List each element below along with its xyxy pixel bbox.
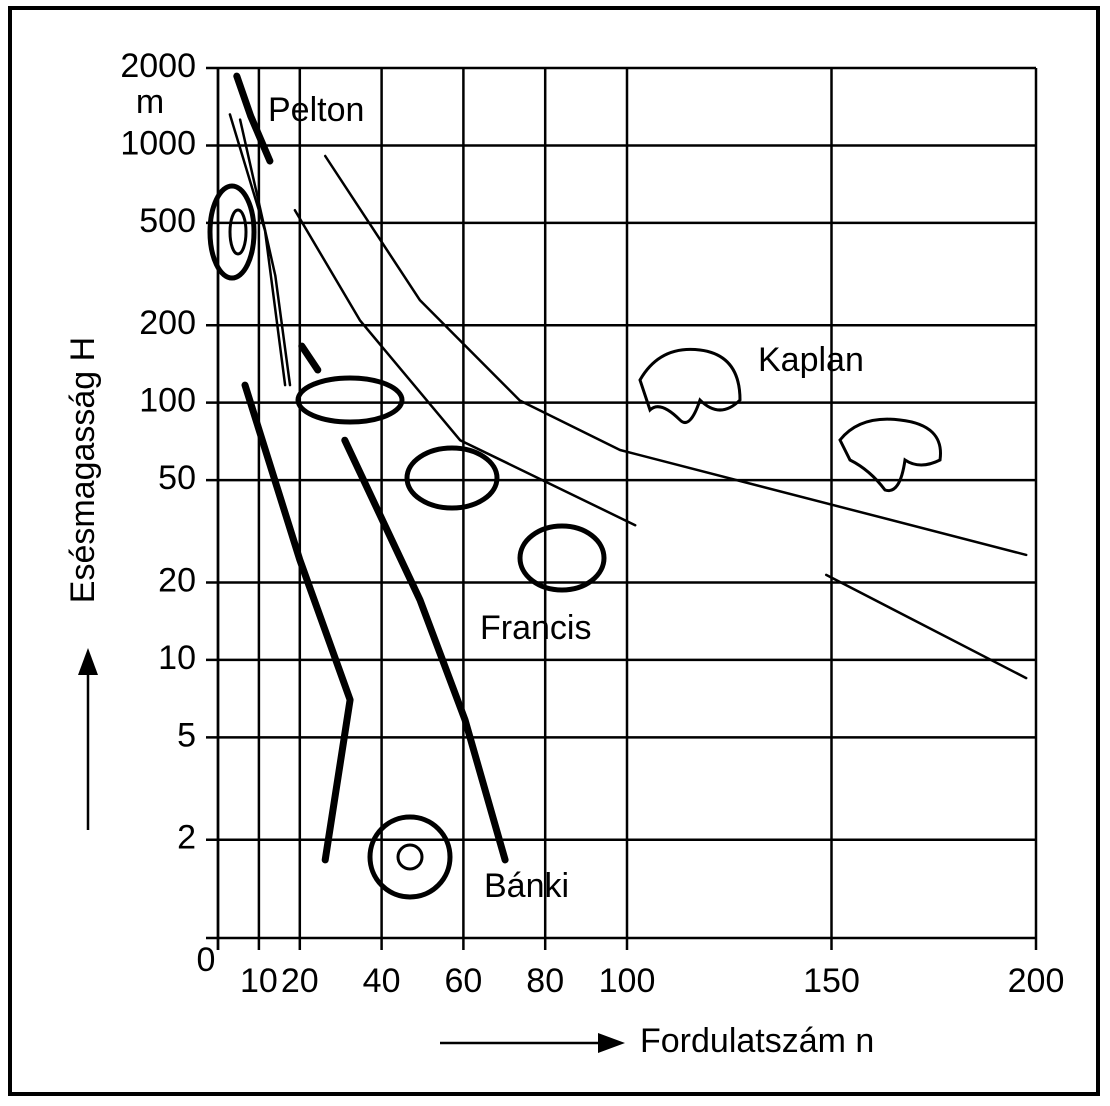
y-tick-label: 5 [177,716,196,754]
y-tick-label: 500 [139,202,196,240]
y-tick-label: 2 [177,819,196,857]
y-unit: m [136,83,164,121]
x-tick-label: 60 [444,962,482,1000]
x-tick-label: 20 [281,962,319,1000]
x-tick-label: 200 [1008,962,1065,1000]
y-tick-label: 10 [158,639,196,677]
x-tick-label: 80 [526,962,564,1000]
x-axis-title: Fordulatszám n [640,1022,874,1060]
x-tick-label: 40 [363,962,401,1000]
y-tick-label: 20 [158,561,196,599]
y-tick-label: 100 [139,382,196,420]
x-tick-label: 100 [599,962,656,1000]
region-label: Francis [480,609,591,647]
x-tick-label: 10 [240,962,278,1000]
y-axis-title: Esésmagasság H [64,337,102,603]
region-label: Kaplan [758,341,864,379]
x-tick-label: 150 [803,962,860,1000]
y-tick-label: 200 [139,304,196,342]
y-tick-label: 2000 [120,47,196,85]
y-tick-label: 1000 [120,124,196,162]
region-label: Pelton [268,91,364,129]
region-label: Bánki [484,867,569,905]
y-tick-label: 50 [158,459,196,497]
chart: Esésmagasság H m Fordulatszám n 25102050… [0,0,1110,1101]
frame [10,8,1098,1094]
x-tick-label: 0 [197,941,216,979]
